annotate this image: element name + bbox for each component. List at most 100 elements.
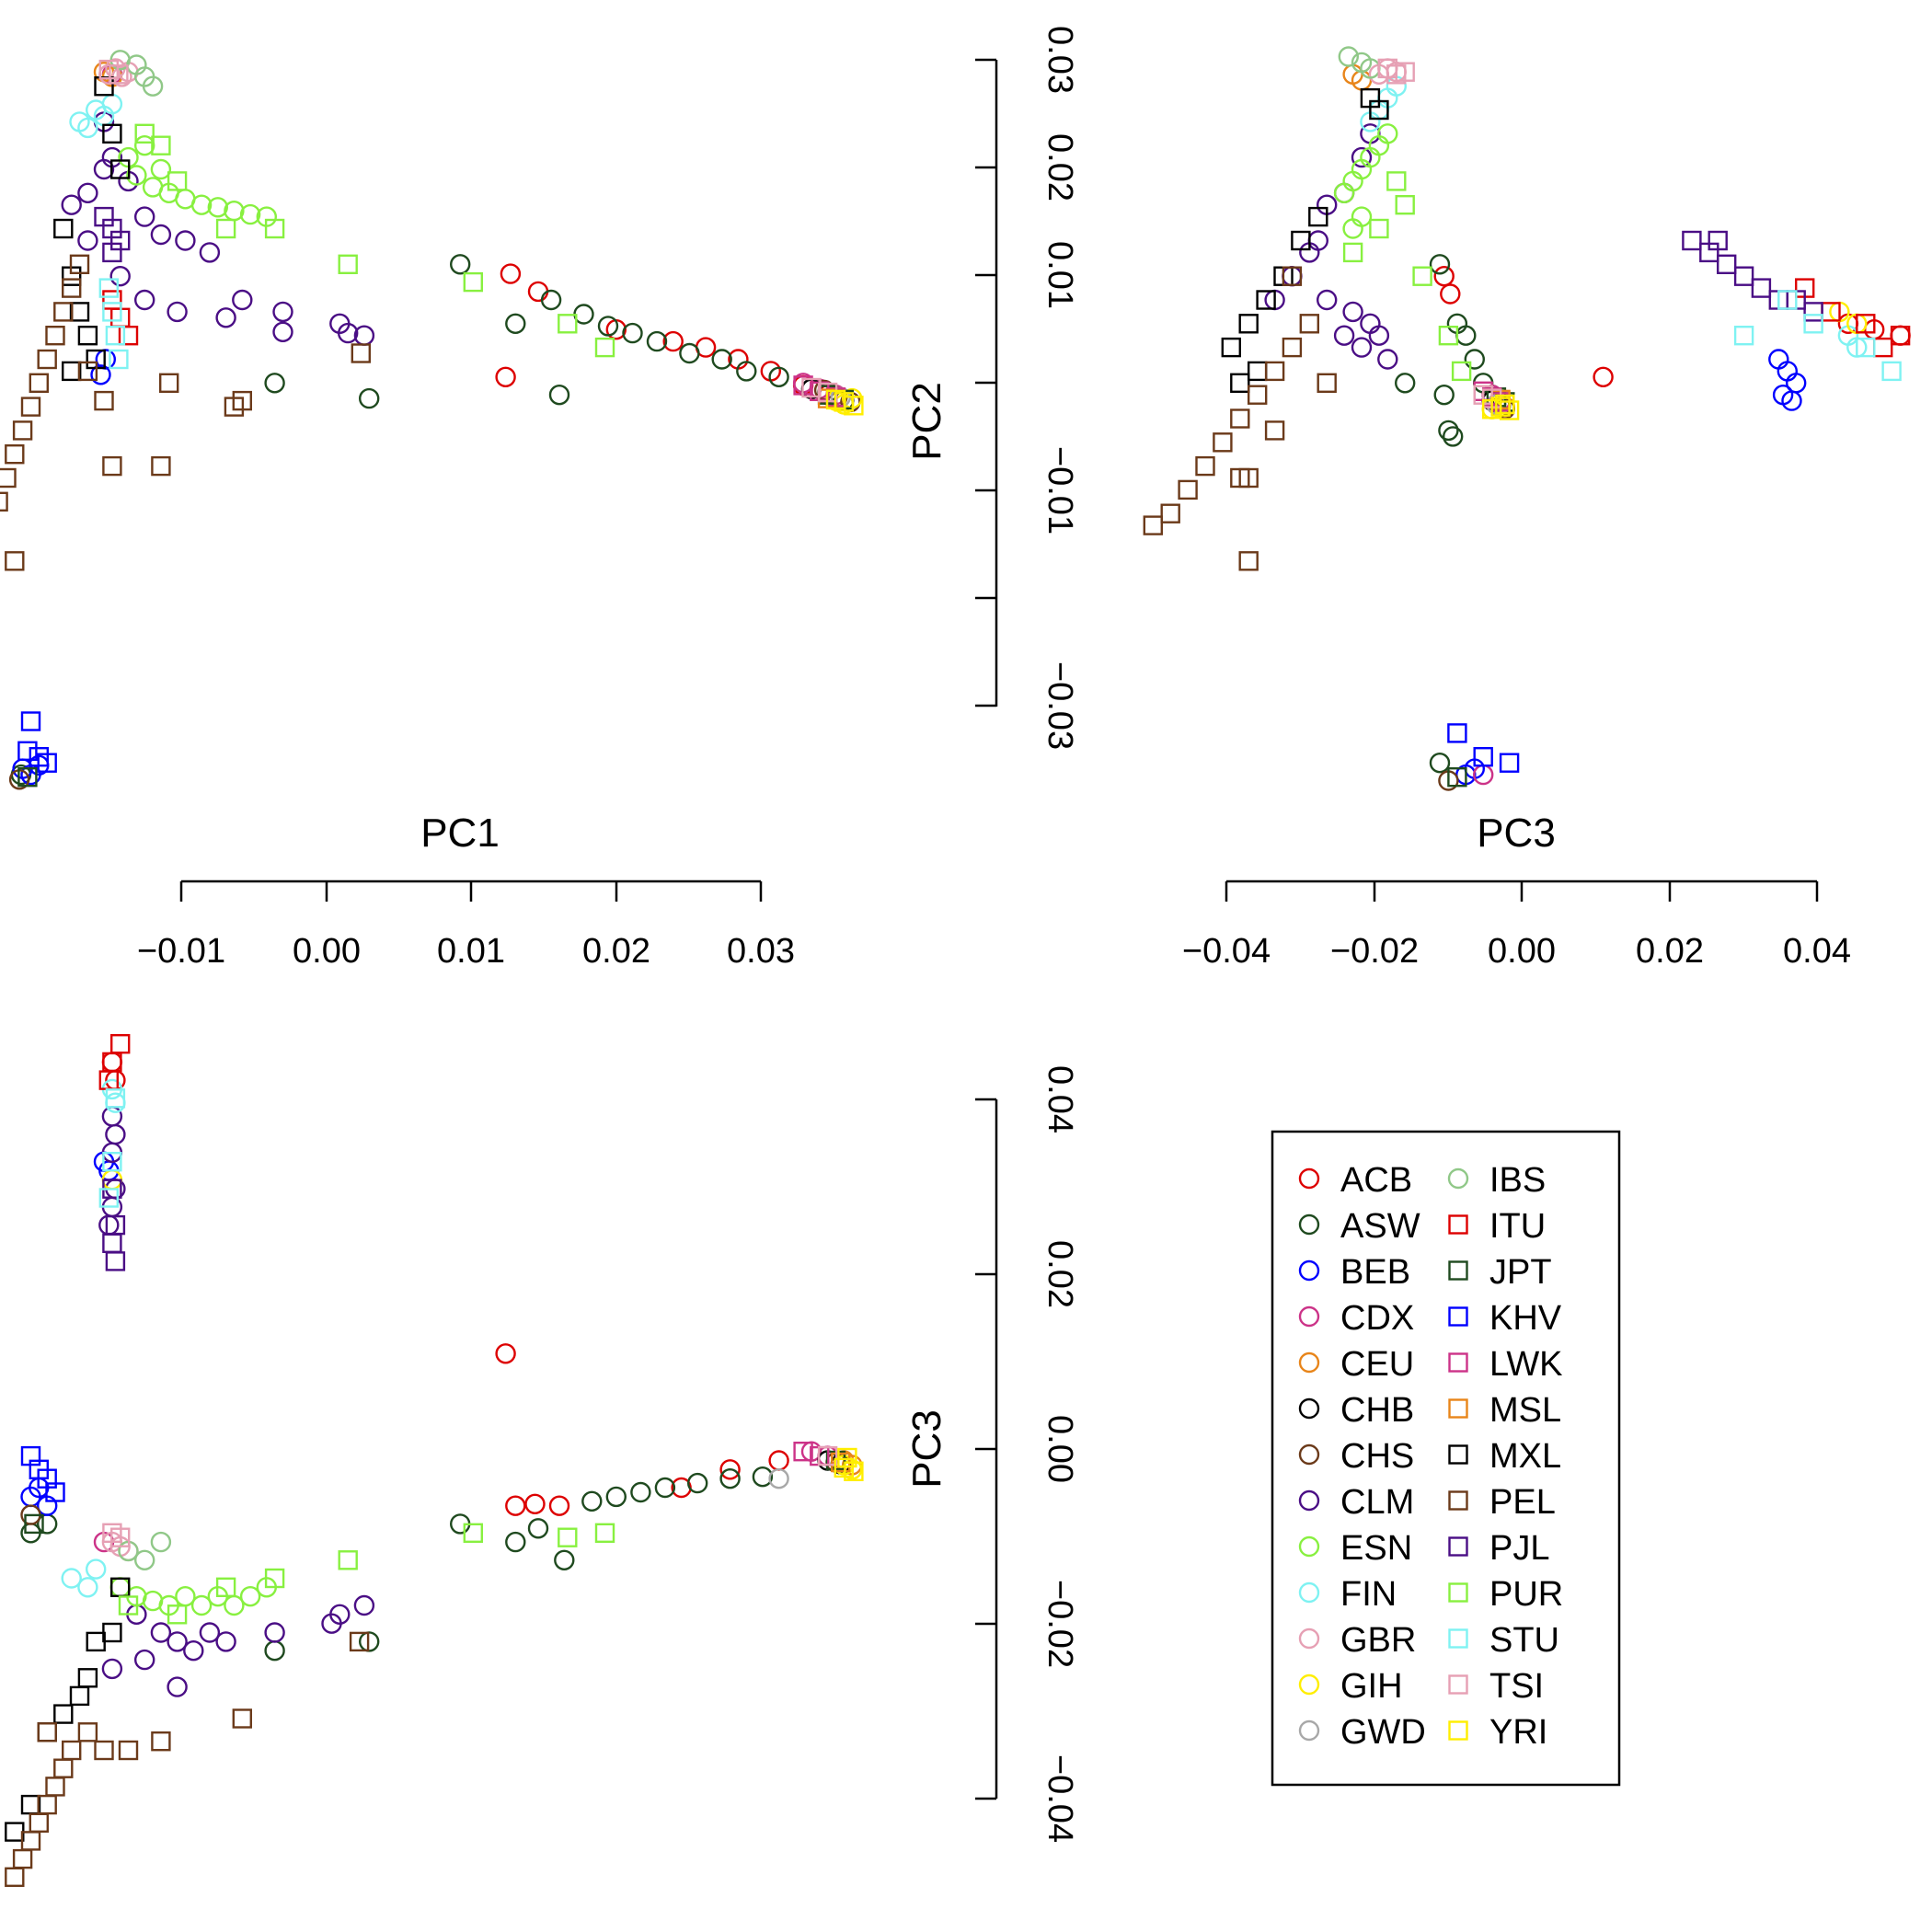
series-tsi [102,1445,838,1547]
pc2-axis-label: PC2 [904,382,949,461]
point-pur [1369,218,1389,239]
point-clm [338,322,359,344]
point-stu [105,1088,126,1109]
series-asw [20,1466,774,1662]
legend-symbol-pjl [1448,1536,1468,1557]
series-esn [118,134,277,227]
series-stu [1733,290,1902,382]
point-pur [1451,361,1472,382]
point-clm [167,1631,188,1652]
series-fin [69,93,123,139]
point-esn [207,197,229,218]
legend-label-asw: ASW [1340,1207,1420,1246]
point-clm [183,1639,204,1662]
pc3-y-tick-label: 0.00 [1041,1415,1079,1483]
series-pel [0,254,371,571]
pc1-tick-label: 0.01 [437,932,505,971]
series-ibs [118,1531,172,1571]
point-clm [98,1214,120,1236]
point-pel [37,349,57,370]
point-pur [463,1523,483,1544]
point-acb [495,1343,516,1364]
legend-symbol-clm [1298,1489,1320,1512]
point-clm [215,1631,236,1652]
point-pel [37,1722,57,1742]
point-mxl [61,361,82,382]
point-pel [232,1708,253,1729]
point-fin [61,1568,82,1589]
point-pel [1160,503,1180,523]
point-pel [1238,467,1259,489]
legend-symbol-msl [1448,1398,1468,1419]
point-mxl [77,1668,98,1688]
point-khv [1473,747,1493,767]
pc2-tick-label: 0.01 [1041,241,1079,309]
point-acb [500,263,522,284]
legend-symbol-tsi [1448,1674,1468,1695]
pc3-y-tick-label: 0.04 [1041,1065,1079,1133]
point-pel [45,1777,65,1797]
point-mxl [69,302,90,322]
point-asw [736,361,757,382]
point-mxl [109,159,131,179]
point-fin [77,117,98,139]
legend-label-beb: BEB [1340,1253,1410,1292]
point-clm [167,1676,188,1697]
point-acb [524,1493,546,1515]
point-esn [190,194,213,215]
point-clm [150,224,172,246]
point-clm [264,1622,285,1643]
point-esn [190,1594,213,1616]
point-pur [1412,266,1432,286]
point-mxl [69,1685,90,1707]
point-pel [1317,373,1337,393]
point-clm [215,307,236,328]
series-yri [825,389,864,416]
point-asw [719,1467,741,1489]
point-pel [5,551,25,571]
series-khv [1447,723,1520,773]
point-pel [94,1740,114,1761]
point-pel [1282,337,1303,358]
point-clm [1351,337,1373,358]
series-ceu [93,61,846,409]
series-jpt [17,385,854,788]
point-pel [151,1731,171,1752]
point-clm [1368,325,1390,346]
point-mxl [53,218,74,239]
legend-symbol-ibs [1447,1167,1469,1190]
point-ibs [142,75,164,97]
point-pel [5,1867,25,1888]
legend-symbol-beb [1298,1259,1320,1282]
point-pel [1264,420,1285,441]
point-stu [102,1151,122,1172]
point-pur [215,218,236,239]
legend-label-tsi: TSI [1489,1667,1544,1706]
legend-label-khv: KHV [1489,1299,1562,1338]
point-khv [1499,753,1520,773]
point-itu [118,326,139,346]
series-asw [1394,254,1502,774]
point-mxl [86,1631,106,1652]
point-asw [1433,385,1455,406]
legend-symbol-acb [1298,1167,1320,1190]
point-stu [98,278,120,298]
point-asw [1394,373,1416,394]
point-fin [85,1558,107,1580]
point-mxl [1221,337,1242,358]
point-clm [167,301,188,323]
series-cdx [93,1441,838,1553]
point-jpt [1447,767,1467,788]
point-acb [1440,283,1461,305]
point-asw [605,1486,627,1508]
panel-pc1-vs-pc3 [5,1033,864,1888]
point-clm [1342,301,1363,323]
legend-label-yri: YRI [1489,1713,1547,1752]
point-pur [167,1604,188,1625]
point-mxl [1247,361,1268,382]
series-pur [118,1523,615,1625]
point-pel [1299,314,1320,334]
pc3-x-tick-label: 0.02 [1636,932,1704,971]
point-mxl [1238,314,1259,334]
point-pjl [102,242,122,263]
